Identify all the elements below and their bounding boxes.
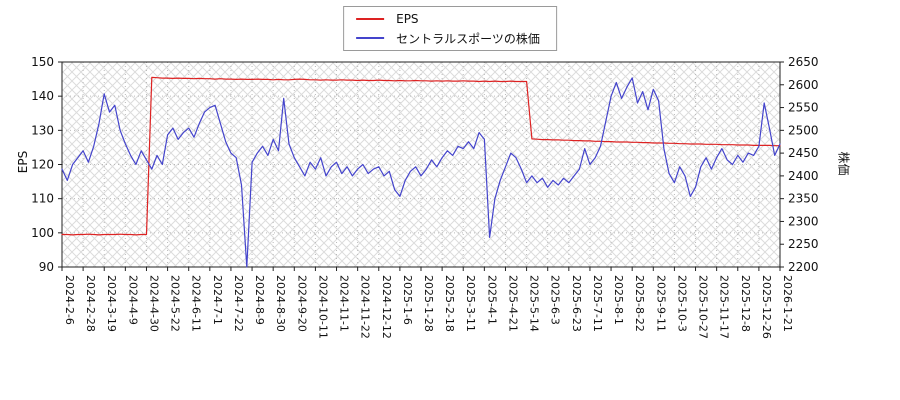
svg-text:2024-9-20: 2024-9-20 [295,275,308,332]
svg-text:2025-8-1: 2025-8-1 [612,275,625,325]
svg-text:130: 130 [31,123,54,137]
svg-text:2025-6-3: 2025-6-3 [549,275,562,325]
svg-text:2024-11-22: 2024-11-22 [359,275,372,339]
plot-frame [61,61,781,268]
legend-label-stock-price: セントラルスポーツの株価 [396,31,540,46]
svg-text:2025-12-26: 2025-12-26 [760,275,773,339]
svg-text:2024-8-30: 2024-8-30 [274,275,287,332]
svg-text:2025-10-3: 2025-10-3 [675,275,688,332]
svg-text:2025-1-6: 2025-1-6 [401,275,414,325]
right-axis-title: 株価 [836,151,851,176]
svg-text:140: 140 [31,89,54,103]
svg-text:2024-4-9: 2024-4-9 [126,275,139,325]
svg-text:2025-12-8: 2025-12-8 [739,275,752,332]
legend: EPS セントラルスポーツの株価 [343,6,557,51]
svg-text:100: 100 [31,226,54,240]
svg-text:2025-4-21: 2025-4-21 [506,275,519,332]
svg-text:2024-2-28: 2024-2-28 [84,275,97,332]
legend-item-stock-price: セントラルスポーツの株価 [356,30,540,46]
svg-text:2025-7-11: 2025-7-11 [591,275,604,332]
svg-text:2024-10-11: 2024-10-11 [316,275,329,339]
svg-text:2025-10-27: 2025-10-27 [697,275,710,339]
svg-text:2025-6-23: 2025-6-23 [570,275,583,332]
svg-text:2025-2-18: 2025-2-18 [443,275,456,332]
svg-text:90: 90 [39,260,54,274]
right-axis-tick-labels: 2200 2250 2300 2350 2400 2450 2500 2550 2600 2650 [788,55,819,274]
svg-text:2650: 2650 [788,55,819,69]
svg-text:2024-2-6: 2024-2-6 [63,275,76,325]
eps-series-line [61,76,781,236]
plot-hatch-background [62,62,780,267]
svg-text:2500: 2500 [788,123,819,137]
svg-text:2024-4-30: 2024-4-30 [147,275,160,332]
svg-text:2025-1-28: 2025-1-28 [422,275,435,332]
svg-text:2024-8-9: 2024-8-9 [253,275,266,325]
svg-text:2026-1-21: 2026-1-21 [781,275,794,332]
svg-text:2200: 2200 [788,260,819,274]
svg-text:2250: 2250 [788,237,819,251]
svg-text:2025-3-11: 2025-3-11 [464,275,477,332]
x-axis-tick-labels: 2024-2-6 2024-2-28 2024-3-19 2024-4-9 2024-4… [63,275,794,339]
svg-text:110: 110 [31,192,54,206]
svg-text:2025-9-11: 2025-9-11 [654,275,667,332]
svg-text:120: 120 [31,158,54,172]
svg-text:2024-11-1: 2024-11-1 [338,275,351,332]
svg-text:2025-5-14: 2025-5-14 [528,275,541,332]
svg-text:2025-4-1: 2025-4-1 [485,275,498,325]
legend-label-eps: EPS [396,12,419,26]
svg-text:2024-7-1: 2024-7-1 [211,275,224,325]
svg-text:150: 150 [31,55,54,69]
svg-text:2024-12-12: 2024-12-12 [380,275,393,339]
svg-text:2350: 2350 [788,192,819,206]
svg-text:2300: 2300 [788,214,819,228]
svg-text:2600: 2600 [788,78,819,92]
svg-text:2025-11-17: 2025-11-17 [718,275,731,339]
stock-price-series-line [61,77,781,268]
eps-line-sample [356,18,385,20]
svg-text:2024-6-11: 2024-6-11 [190,275,203,332]
stock-price-line-sample [356,37,385,39]
legend-item-eps: EPS [356,11,540,27]
svg-text:2450: 2450 [788,146,819,160]
svg-text:2024-5-22: 2024-5-22 [169,275,182,332]
svg-text:2024-3-19: 2024-3-19 [105,275,118,332]
svg-text:2550: 2550 [788,101,819,115]
svg-text:2025-8-22: 2025-8-22 [633,275,646,332]
svg-text:2024-7-22: 2024-7-22 [232,275,245,332]
left-axis-tick-labels: 90 100 110 120 130 140 150 [31,55,54,274]
axis-tick-marks [58,61,784,271]
svg-text:2400: 2400 [788,169,819,183]
left-axis-title: EPS [16,150,31,174]
